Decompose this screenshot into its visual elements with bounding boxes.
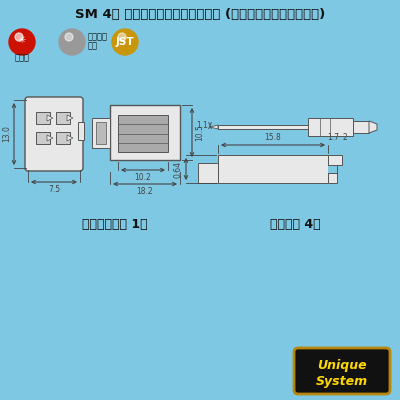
Text: 1.1: 1.1 [196, 122, 208, 130]
Circle shape [59, 29, 85, 55]
Text: 13.0: 13.0 [2, 126, 12, 142]
Bar [110, 105, 180, 160]
Polygon shape [210, 125, 218, 129]
Bar [56, 112, 70, 124]
Bar [56, 132, 70, 144]
Bar [353, 121, 369, 133]
Text: 10.2: 10.2 [135, 172, 151, 182]
Bar [328, 165, 337, 173]
FancyBboxPatch shape [25, 97, 83, 171]
Text: 1.7: 1.7 [327, 134, 339, 142]
Text: オスカプラー 1個: オスカプラー 1個 [82, 218, 148, 232]
Bar [328, 155, 342, 165]
Bar [36, 112, 50, 124]
Text: 黒色: 黒色 [88, 42, 98, 50]
Bar [78, 122, 84, 140]
Text: 0.64: 0.64 [174, 160, 182, 178]
Text: 非防水: 非防水 [14, 54, 30, 62]
Text: Unique: Unique [317, 360, 367, 372]
Text: 18.2: 18.2 [137, 186, 153, 196]
Circle shape [65, 33, 73, 41]
Polygon shape [47, 115, 53, 121]
Text: 7.5: 7.5 [48, 186, 60, 194]
Polygon shape [47, 135, 53, 141]
Text: SM 4極 オスカプラー・端子セット (リセプタクルハウジング): SM 4極 オスカプラー・端子セット (リセプタクルハウジング) [75, 8, 325, 20]
Bar [118, 115, 168, 152]
Polygon shape [67, 135, 73, 141]
Bar [328, 173, 337, 183]
Circle shape [15, 33, 23, 41]
Bar [308, 118, 353, 136]
Bar [198, 163, 218, 183]
Text: System: System [316, 374, 368, 388]
Circle shape [118, 33, 126, 41]
Text: ✳: ✳ [18, 35, 26, 45]
Text: 2: 2 [343, 134, 347, 142]
Text: 15.8: 15.8 [265, 134, 281, 142]
Bar [96, 122, 106, 144]
Text: オス端子 4本: オス端子 4本 [270, 218, 320, 232]
Text: JST: JST [116, 37, 134, 47]
Circle shape [9, 29, 35, 55]
FancyBboxPatch shape [294, 348, 390, 394]
Text: 10.5: 10.5 [196, 124, 204, 141]
Bar [92, 118, 110, 148]
Circle shape [112, 29, 138, 55]
Bar [218, 125, 308, 129]
Bar [218, 155, 328, 183]
Polygon shape [369, 121, 377, 133]
Polygon shape [67, 115, 73, 121]
Bar [36, 132, 50, 144]
Text: カプラー: カプラー [88, 32, 108, 42]
